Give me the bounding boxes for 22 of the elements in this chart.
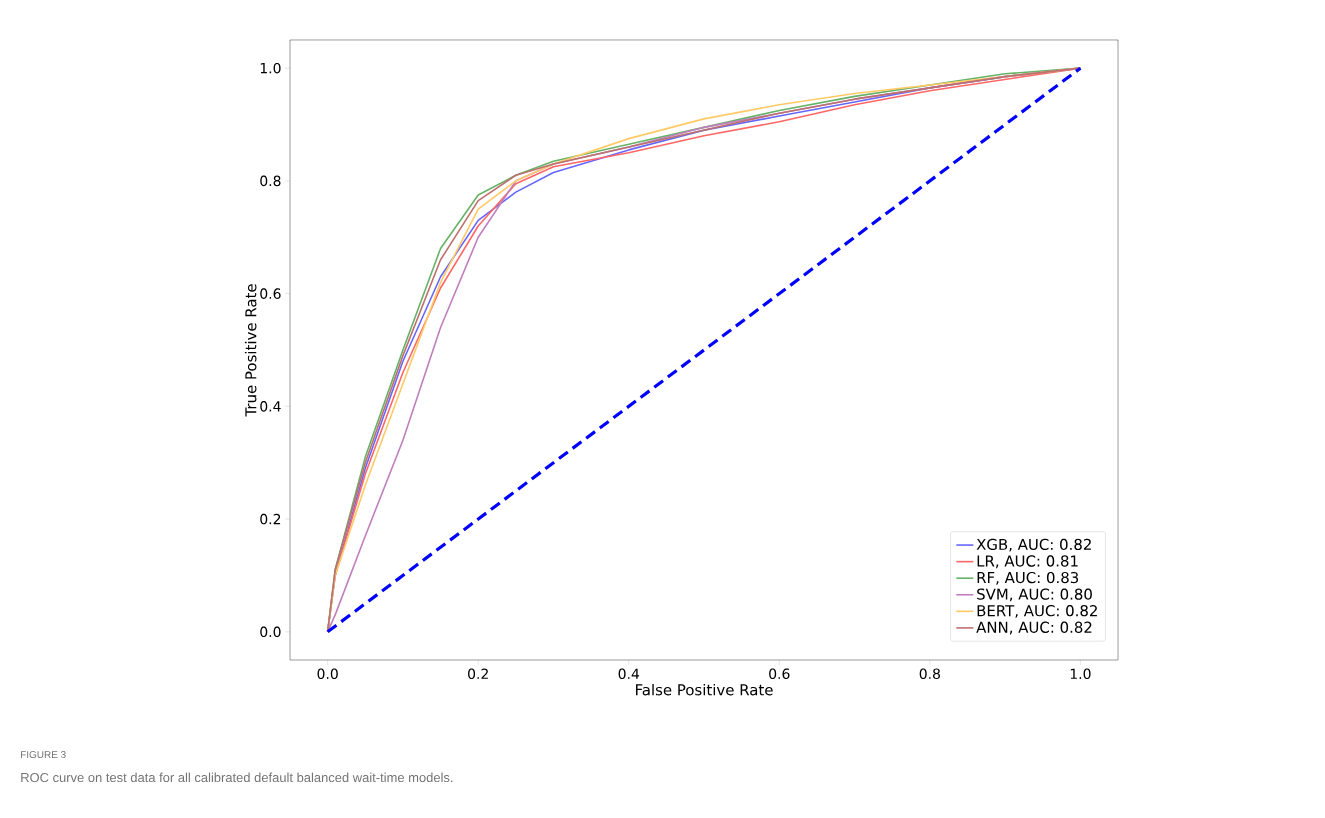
x-tick-label: 0.0 (317, 668, 338, 680)
y-tick-label: 0.8 (260, 175, 281, 187)
y-tick-label: 0.0 (260, 626, 281, 638)
legend-label: LR, AUC: 0.81 (977, 555, 1078, 569)
legend-label: RF, AUC: 0.83 (977, 571, 1079, 585)
caption: FIGURE 3 (21, 751, 66, 759)
x-tick-label: 0.8 (919, 668, 940, 680)
x-tick-label: 1.0 (1070, 668, 1091, 680)
y-tick-label: 1.0 (260, 62, 281, 74)
x-tick-label: 0.6 (769, 668, 790, 680)
y-tick-label: 0.6 (260, 288, 281, 299)
x-tick-label: 0.2 (468, 668, 488, 680)
y-tick-label: 0.2 (260, 513, 281, 525)
legend-label: SVM, AUC: 0.80 (977, 588, 1092, 602)
text: ROC curve on test data for all calibrated default balanced wait-time models. (21, 772, 453, 783)
legend-label: XGB, AUC: 0.82 (976, 538, 1091, 552)
x-tick-label: 0.4 (618, 668, 640, 680)
y-axis-title: True Positive Rate (244, 284, 257, 417)
y-tick-label: 0.4 (260, 401, 281, 412)
legend-label: BERT, AUC: 0.82 (977, 605, 1097, 618)
x-axis-title: False Positive Rate (636, 683, 773, 696)
legend-label: ANN, AUC: 0.82 (976, 621, 1092, 635)
